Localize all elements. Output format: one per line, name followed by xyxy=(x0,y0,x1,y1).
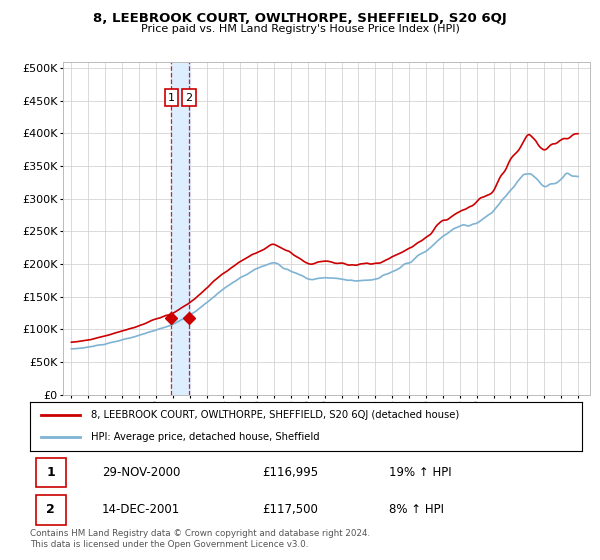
Text: 8% ↑ HPI: 8% ↑ HPI xyxy=(389,503,444,516)
Text: 1: 1 xyxy=(46,466,55,479)
Text: 8, LEEBROOK COURT, OWLTHORPE, SHEFFIELD, S20 6QJ (detached house): 8, LEEBROOK COURT, OWLTHORPE, SHEFFIELD,… xyxy=(91,410,459,420)
Bar xyxy=(171,62,190,395)
Text: 14-DEC-2001: 14-DEC-2001 xyxy=(102,503,180,516)
Text: 19% ↑ HPI: 19% ↑ HPI xyxy=(389,466,451,479)
Text: 8, LEEBROOK COURT, OWLTHORPE, SHEFFIELD, S20 6QJ: 8, LEEBROOK COURT, OWLTHORPE, SHEFFIELD,… xyxy=(93,12,507,25)
Text: 1: 1 xyxy=(168,92,175,102)
Text: £116,995: £116,995 xyxy=(262,466,318,479)
Text: £117,500: £117,500 xyxy=(262,503,318,516)
Text: 29-NOV-2000: 29-NOV-2000 xyxy=(102,466,180,479)
FancyBboxPatch shape xyxy=(35,458,66,487)
Text: 2: 2 xyxy=(46,503,55,516)
Text: HPI: Average price, detached house, Sheffield: HPI: Average price, detached house, Shef… xyxy=(91,432,319,442)
Text: Contains HM Land Registry data © Crown copyright and database right 2024.
This d: Contains HM Land Registry data © Crown c… xyxy=(30,529,370,549)
FancyBboxPatch shape xyxy=(35,495,66,525)
Text: 2: 2 xyxy=(185,92,193,102)
Text: Price paid vs. HM Land Registry's House Price Index (HPI): Price paid vs. HM Land Registry's House … xyxy=(140,24,460,34)
